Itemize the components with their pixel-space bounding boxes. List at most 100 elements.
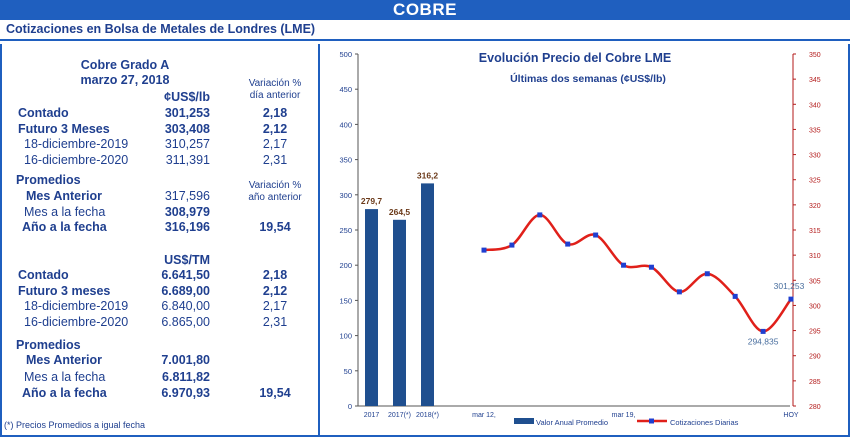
footnote: (*) Precios Promedios a igual fecha: [4, 420, 146, 430]
line-x-tick-label: HOY: [783, 412, 799, 419]
divider-right: [848, 44, 850, 437]
bar-axis-tick-label: 300: [339, 191, 352, 200]
line-axis-tick-label: 285: [809, 379, 821, 386]
divider-bottom: [0, 435, 850, 437]
bar: [421, 183, 434, 406]
bar-axis-tick-label: 450: [339, 85, 352, 94]
bar-category-label: 2017: [364, 412, 380, 419]
price-marker: [732, 293, 738, 299]
row-label: Mes a la fecha: [24, 369, 106, 384]
row-variation: 2,31: [262, 314, 288, 329]
bar-axis-tick-label: 100: [339, 332, 352, 341]
table-heading: Cobre Grado A: [80, 58, 170, 72]
bar-value-label: 279,7: [361, 196, 383, 206]
bar-value-label: 264,5: [389, 207, 411, 217]
bar-axis-tick-label: 150: [339, 296, 352, 305]
line-x-tick-label: mar 19,: [612, 412, 636, 419]
line-axis-tick-label: 315: [809, 228, 821, 235]
line-value-label: 301,253: [774, 281, 805, 291]
row-label: 18-diciembre-2019: [24, 137, 129, 151]
row-value: 6.970,93: [161, 386, 210, 400]
row-value: 6.641,50: [161, 268, 210, 282]
row-variation: 2,12: [262, 283, 288, 298]
row-label: Futuro 3 meses: [18, 283, 111, 298]
unit-tm-header: US$/TM: [164, 253, 210, 267]
var-dia-header-2: día anterior: [249, 90, 301, 101]
bar-value-label: 316,2: [417, 170, 439, 180]
legend-bar-swatch: [514, 418, 534, 424]
page-subtitle: Cotizaciones en Bolsa de Metales de Lond…: [6, 22, 316, 36]
row-value: 316,196: [164, 220, 210, 234]
row-label: Mes Anterior: [26, 189, 102, 203]
bar-category-label: 2018(*): [416, 412, 439, 419]
row-variation: 2,31: [262, 152, 288, 167]
price-marker: [648, 264, 654, 270]
divider-middle: [318, 44, 320, 437]
var-dia-header-1: Variación %: [248, 78, 302, 89]
line-axis-tick-label: 335: [809, 127, 821, 134]
row-value: 303,408: [164, 121, 210, 136]
line-axis-tick-label: 310: [809, 253, 821, 260]
row-variation: 19,54: [259, 386, 291, 400]
line-axis-tick-label: 290: [809, 354, 821, 361]
bar-axis-tick-label: 500: [339, 50, 352, 59]
row-value: 311,391: [165, 152, 210, 167]
line-axis-tick-label: 340: [809, 102, 821, 109]
line-axis-tick-label: 295: [809, 329, 821, 336]
row-label: Año a la fecha: [22, 220, 107, 234]
bar-category-label: 2017(*): [388, 412, 411, 419]
row-label: Contado: [18, 106, 69, 120]
price-marker: [704, 271, 710, 277]
row-value: 308,979: [164, 204, 210, 219]
price-marker: [593, 232, 599, 238]
row-value: 310,257: [164, 137, 210, 151]
line-axis-tick-label: 325: [809, 178, 821, 185]
copper-price-chart: Evolución Precio del Cobre LME Últimas do…: [339, 50, 821, 427]
bar-axis-tick-label: 50: [344, 367, 352, 376]
price-marker: [788, 296, 794, 302]
row-label: 16-diciembre-2020: [24, 152, 129, 167]
line-axis-tick-label: 305: [809, 278, 821, 285]
line-axis-tick-label: 320: [809, 203, 821, 210]
divider-top: [0, 39, 850, 41]
row-variation: 19,54: [259, 220, 291, 234]
line-axis-tick-label: 300: [809, 303, 821, 310]
row-variation: 2,18: [262, 106, 288, 120]
line-axis-tick-label: 280: [809, 404, 821, 411]
row-value: 7.001,80: [161, 353, 210, 367]
legend-line-marker: [649, 418, 654, 424]
line-x-tick-label: mar 12,: [472, 412, 496, 419]
row-label: Año a la fecha: [22, 386, 107, 400]
row-variation: 2,17: [262, 299, 288, 313]
unit-lb-header: ¢US$/lb: [164, 90, 210, 104]
line-axis-tick-label: 330: [809, 153, 821, 160]
row-label: Mes a la fecha: [24, 204, 106, 219]
price-marker: [621, 262, 627, 268]
line-axis-tick-label: 350: [809, 52, 821, 59]
price-marker: [481, 247, 487, 253]
var-anio-header-2: año anterior: [248, 192, 302, 203]
price-marker: [565, 241, 571, 247]
bar: [393, 219, 406, 406]
bar-axis-tick-label: 400: [339, 120, 352, 129]
legend-line-label: Cotizaciones Diarias: [670, 418, 739, 427]
legend-bar-label: Valor Anual Promedio: [536, 418, 608, 427]
row-label: Futuro 3 Meses: [18, 121, 110, 136]
chart-title: Evolución Precio del Cobre LME: [479, 51, 671, 65]
promedios-lb-header: Promedios: [16, 173, 81, 187]
price-line: [483, 213, 792, 333]
row-value: 6.811,82: [162, 369, 210, 384]
price-marker: [509, 242, 515, 248]
bar-axis-tick-label: 350: [339, 156, 352, 165]
banner-title: COBRE: [0, 0, 850, 20]
bar-axis-tick-label: 0: [348, 402, 352, 411]
price-marker: [676, 289, 682, 295]
line-value-label: 294,835: [748, 336, 779, 346]
row-label: 16-diciembre-2020: [24, 314, 129, 329]
var-anio-header-1: Variación %: [248, 180, 302, 191]
line-axis-tick-label: 345: [809, 77, 821, 84]
price-marker: [537, 212, 543, 218]
row-value: 317,596: [164, 189, 210, 203]
bar-axis-tick-label: 200: [339, 261, 352, 270]
chart-subtitle: Últimas dos semanas (¢US$/lb): [510, 72, 666, 85]
